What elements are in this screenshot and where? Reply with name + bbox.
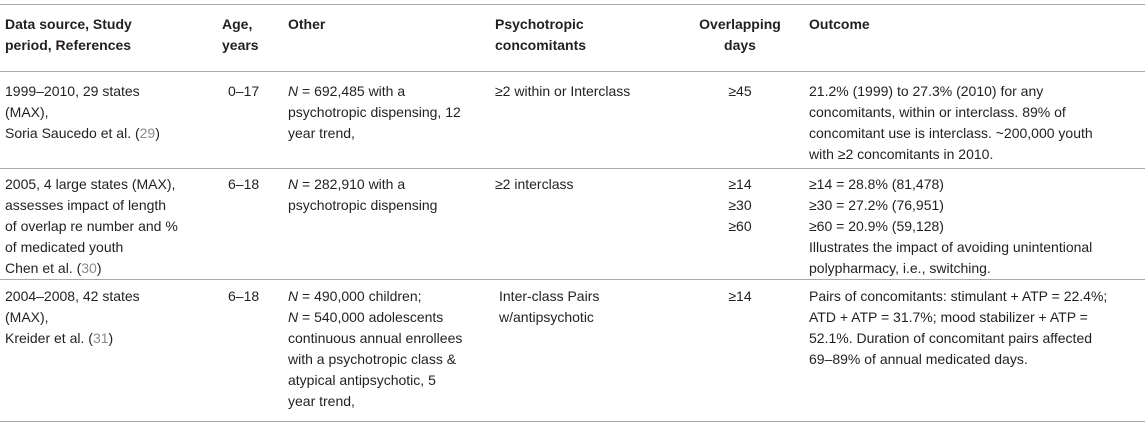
- row3-outcome: Pairs of concomitants: stimulant + ATP =…: [809, 288, 1108, 367]
- row1-outcome: 21.2% (1999) to 27.3% (2010) for any con…: [809, 83, 1093, 162]
- header-overlapping-days: Overlapping days: [699, 16, 781, 53]
- row1-reference: Soria Saucedo et al. (29): [5, 125, 160, 141]
- rule-row1: [0, 168, 1145, 169]
- rule-header: [0, 71, 1145, 72]
- reference-link[interactable]: 30: [81, 260, 97, 276]
- row3-reference: Kreider et al. (31): [5, 330, 114, 346]
- header-outcome: Outcome: [809, 16, 870, 32]
- row3-psychotropic: Inter-class Pairs w/antipsychotic: [499, 288, 600, 325]
- reference-link[interactable]: 31: [92, 330, 109, 346]
- row2-reference: Chen et al. (30): [5, 260, 102, 276]
- rule-row2: [0, 279, 1145, 280]
- row3-overlapping-days: ≥14: [728, 288, 752, 304]
- header-source: Data source, Study period, References: [5, 16, 132, 53]
- row2-other: N = 282,910 with a psychotropic dispensi…: [288, 176, 438, 213]
- row1-source: 1999–2010, 29 states (MAX), Soria Sauced…: [5, 81, 160, 144]
- row3-age: 6–18: [228, 288, 260, 304]
- row1-other: N = 692,485 with a psychotropic dispensi…: [288, 83, 461, 141]
- header-other: Other: [288, 16, 326, 32]
- row2-overlapping-days: ≥14 ≥30 ≥60: [728, 176, 752, 234]
- row3-source: 2004–2008, 42 states (MAX), Kreider et a…: [5, 286, 140, 349]
- header-psychotropic: Psychotropic concomitants: [495, 16, 587, 53]
- row1-overlapping-days: ≥45: [728, 83, 752, 99]
- row1-psychotropic: ≥2 within or Interclass: [495, 83, 631, 99]
- row2-psychotropic: ≥2 interclass: [495, 176, 574, 192]
- reference-link[interactable]: 29: [139, 125, 156, 141]
- row3-other: N = 490,000 children; N = 540,000 adoles…: [288, 288, 463, 409]
- row2-source: 2005, 4 large states (MAX), assesses imp…: [5, 174, 178, 279]
- rule-bottom: [0, 421, 1145, 422]
- row1-age: 0–17: [228, 83, 260, 99]
- row2-outcome: ≥14 = 28.8% (81,478) ≥30 = 27.2% (76,951…: [809, 176, 1093, 276]
- rule-top: [0, 4, 1145, 5]
- header-age: Age, years: [222, 16, 259, 53]
- row2-age: 6–18: [228, 176, 260, 192]
